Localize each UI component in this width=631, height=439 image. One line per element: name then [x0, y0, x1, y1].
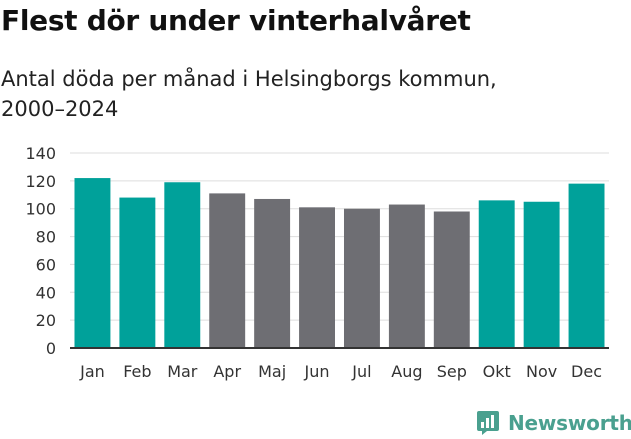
y-tick-label: 60: [36, 255, 56, 274]
newsworthy-logo-icon: [477, 411, 499, 435]
bar-jul: [343, 208, 380, 348]
x-tick-label: Feb: [123, 362, 151, 381]
brand: Newsworthy: [476, 408, 631, 438]
x-tick-label: Dec: [571, 362, 602, 381]
y-tick-label: 120: [25, 172, 56, 191]
grid-layer: [70, 152, 609, 321]
y-tick-label: 40: [36, 283, 56, 302]
bar-feb: [119, 197, 156, 348]
bar-dec: [568, 183, 605, 348]
x-tick-label: Jun: [304, 362, 330, 381]
bar-mar: [164, 182, 201, 348]
bar-nov: [523, 201, 560, 348]
x-tick-label: Nov: [526, 362, 557, 381]
x-tick-label: Maj: [258, 362, 286, 381]
bar-okt: [478, 200, 515, 348]
chart-subtitle: Antal döda per månad i Helsingborgs komm…: [1, 67, 497, 121]
y-tick-label: 140: [25, 144, 56, 163]
chart-title: Flest dör under vinterhalvåret: [1, 4, 471, 37]
brand-name: Newsworthy: [508, 411, 631, 435]
bars-layer: [74, 178, 605, 348]
x-tick-label: Okt: [483, 362, 511, 381]
x-tick-label: Jan: [79, 362, 105, 381]
x-tick-label: Apr: [213, 362, 241, 381]
bar-apr: [209, 193, 246, 348]
y-tick-label: 0: [46, 339, 56, 358]
y-tick-label: 80: [36, 228, 56, 247]
bar-maj: [254, 198, 291, 348]
bar-aug: [388, 204, 425, 348]
bar-jun: [299, 207, 335, 348]
x-tick-label: Sep: [437, 362, 467, 381]
x-tick-label: Mar: [167, 362, 198, 381]
x-tick-label: Jul: [351, 362, 371, 381]
bar-sep: [433, 211, 470, 348]
y-tick-label: 20: [36, 311, 56, 330]
bar-jan: [74, 178, 111, 348]
x-tick-label: Aug: [391, 362, 422, 381]
bar-chart: 0 20 40 60 80 100 120 140 Jan Feb Mar Apr Maj Jun Jul A…: [25, 144, 609, 381]
y-tick-label: 100: [25, 200, 56, 219]
axis-layer: 0 20 40 60 80 100 120 140 Jan Feb Mar Apr Maj Jun Jul A…: [25, 144, 609, 381]
